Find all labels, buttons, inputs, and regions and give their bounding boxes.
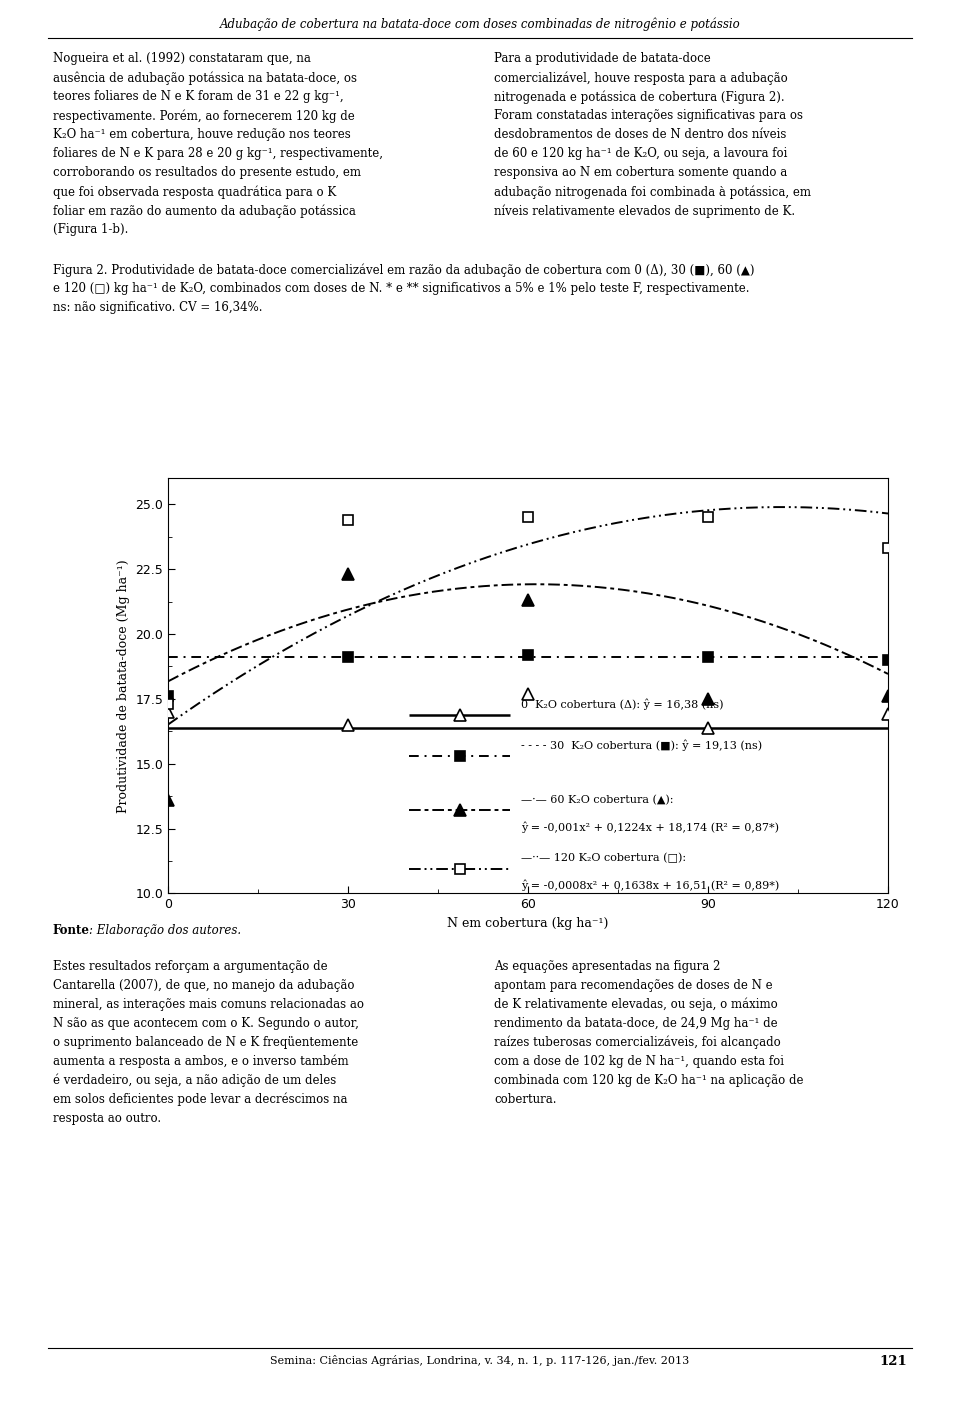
Text: Figura 2. Produtividade de batata-doce comercializável em razão da adubação de c: Figura 2. Produtividade de batata-doce c… [53, 263, 755, 277]
Point [164, 1135, 176, 1152]
Text: com a dose de 102 kg de N ha⁻¹, quando esta foi: com a dose de 102 kg de N ha⁻¹, quando e… [494, 1055, 784, 1068]
Text: em solos deficientes pode levar a decréscimos na: em solos deficientes pode levar a decrés… [53, 1093, 348, 1106]
Text: e 120 (□) kg ha⁻¹ de K₂O, combinados com doses de N. * e ** significativos a 5% : e 120 (□) kg ha⁻¹ de K₂O, combinados com… [53, 281, 750, 295]
Text: : Elaboração dos autores.: : Elaboração dos autores. [89, 924, 241, 937]
Text: o suprimento balanceado de N e K freqüentemente: o suprimento balanceado de N e K freqüen… [53, 1036, 358, 1048]
Text: rendimento da batata-doce, de 24,9 Mg ha⁻¹ de: rendimento da batata-doce, de 24,9 Mg ha… [494, 1016, 778, 1030]
Text: Foram constatadas interações significativas para os: Foram constatadas interações significati… [494, 110, 804, 122]
Text: desdobramentos de doses de N dentro dos níveis: desdobramentos de doses de N dentro dos … [494, 128, 787, 141]
Text: níveis relativamente elevados de suprimento de K.: níveis relativamente elevados de suprime… [494, 204, 796, 218]
Text: —·— 60 K₂O cobertura (▲):: —·— 60 K₂O cobertura (▲): [520, 795, 673, 805]
Text: adubação nitrogenada foi combinada à potássica, em: adubação nitrogenada foi combinada à pot… [494, 186, 811, 198]
Text: - - - - 30  K₂O cobertura (■): ŷ = 19,13 (ns): - - - - 30 K₂O cobertura (■): ŷ = 19,13 … [520, 740, 762, 751]
Point [164, 1142, 176, 1159]
Text: Cantarella (2007), de que, no manejo da adubação: Cantarella (2007), de que, no manejo da … [53, 979, 354, 992]
Point [165, 1140, 177, 1157]
Text: Estes resultados reforçam a argumentação de: Estes resultados reforçam a argumentação… [53, 960, 327, 972]
Text: K₂O ha⁻¹ em cobertura, houve redução nos teores: K₂O ha⁻¹ em cobertura, houve redução nos… [53, 128, 350, 141]
Text: 0  K₂O cobertura (Δ): ŷ = 16,38 (ns): 0 K₂O cobertura (Δ): ŷ = 16,38 (ns) [520, 698, 723, 711]
Text: ŷ = -0,001x² + 0,1224x + 18,174 (R² = 0,87*): ŷ = -0,001x² + 0,1224x + 18,174 (R² = 0,… [520, 822, 779, 833]
Text: de K relativamente elevadas, ou seja, o máximo: de K relativamente elevadas, ou seja, o … [494, 998, 779, 1012]
Text: ŷ = -0,0008x² + 0,1638x + 16,51 (R² = 0,89*): ŷ = -0,0008x² + 0,1638x + 16,51 (R² = 0,… [520, 879, 780, 892]
Point [165, 1133, 177, 1150]
Text: combinada com 120 kg de K₂O ha⁻¹ na aplicação de: combinada com 120 kg de K₂O ha⁻¹ na apli… [494, 1074, 804, 1086]
Text: respectivamente. Porém, ao fornecerem 120 kg de: respectivamente. Porém, ao fornecerem 12… [53, 110, 354, 122]
Point [164, 1133, 176, 1150]
Text: é verdadeiro, ou seja, a não adição de um deles: é verdadeiro, ou seja, a não adição de u… [53, 1074, 336, 1088]
X-axis label: N em cobertura (kg ha⁻¹): N em cobertura (kg ha⁻¹) [447, 917, 609, 930]
Text: ausência de adubação potássica na batata-doce, os: ausência de adubação potássica na batata… [53, 70, 357, 84]
Text: cobertura.: cobertura. [494, 1093, 557, 1106]
Text: aumenta a resposta a ambos, e o inverso também: aumenta a resposta a ambos, e o inverso … [53, 1055, 348, 1068]
Text: Nogueira et al. (1992) constataram que, na: Nogueira et al. (1992) constataram que, … [53, 52, 311, 65]
Text: —··— 120 K₂O cobertura (□):: —··— 120 K₂O cobertura (□): [520, 853, 686, 864]
Text: nitrogenada e potássica de cobertura (Figura 2).: nitrogenada e potássica de cobertura (Fi… [494, 90, 785, 104]
Text: foliares de N e K para 28 e 20 g kg⁻¹, respectivamente,: foliares de N e K para 28 e 20 g kg⁻¹, r… [53, 148, 383, 160]
Text: (Figura 1-b).: (Figura 1-b). [53, 224, 129, 236]
Text: resposta ao outro.: resposta ao outro. [53, 1112, 161, 1124]
Text: Semina: Ciências Agrárias, Londrina, v. 34, n. 1, p. 117-126, jan./fev. 2013: Semina: Ciências Agrárias, Londrina, v. … [271, 1355, 689, 1366]
Text: ns: não significativo. CV = 16,34%.: ns: não significativo. CV = 16,34%. [53, 301, 262, 314]
Point [164, 1140, 176, 1157]
Point [165, 1142, 177, 1159]
Text: Adubação de cobertura na batata-doce com doses combinadas de nitrogênio e potáss: Adubação de cobertura na batata-doce com… [220, 17, 740, 31]
Text: teores foliares de N e K foram de 31 e 22 g kg⁻¹,: teores foliares de N e K foram de 31 e 2… [53, 90, 344, 103]
Text: As equações apresentadas na figura 2: As equações apresentadas na figura 2 [494, 960, 721, 972]
Point [165, 1135, 177, 1152]
Y-axis label: Produtividade de batata-doce (Mg ha⁻¹): Produtividade de batata-doce (Mg ha⁻¹) [117, 559, 130, 813]
Text: raízes tuberosas comercializáveis, foi alcançado: raízes tuberosas comercializáveis, foi a… [494, 1036, 781, 1050]
Text: Para a produtividade de batata-doce: Para a produtividade de batata-doce [494, 52, 711, 65]
Text: corroborando os resultados do presente estudo, em: corroborando os resultados do presente e… [53, 166, 361, 179]
Text: de 60 e 120 kg ha⁻¹ de K₂O, ou seja, a lavoura foi: de 60 e 120 kg ha⁻¹ de K₂O, ou seja, a l… [494, 148, 788, 160]
Text: que foi observada resposta quadrática para o K: que foi observada resposta quadrática pa… [53, 186, 336, 198]
Text: 121: 121 [879, 1355, 907, 1368]
Text: mineral, as interações mais comuns relacionadas ao: mineral, as interações mais comuns relac… [53, 998, 364, 1010]
Text: apontam para recomendações de doses de N e: apontam para recomendações de doses de N… [494, 979, 773, 992]
Text: responsiva ao N em cobertura somente quando a: responsiva ao N em cobertura somente qua… [494, 166, 787, 179]
Text: Fonte: Fonte [53, 924, 90, 937]
Text: comercializável, houve resposta para a adubação: comercializável, houve resposta para a a… [494, 70, 788, 84]
Text: N são as que acontecem com o K. Segundo o autor,: N são as que acontecem com o K. Segundo … [53, 1016, 359, 1030]
Text: foliar em razão do aumento da adubação potássica: foliar em razão do aumento da adubação p… [53, 204, 355, 218]
